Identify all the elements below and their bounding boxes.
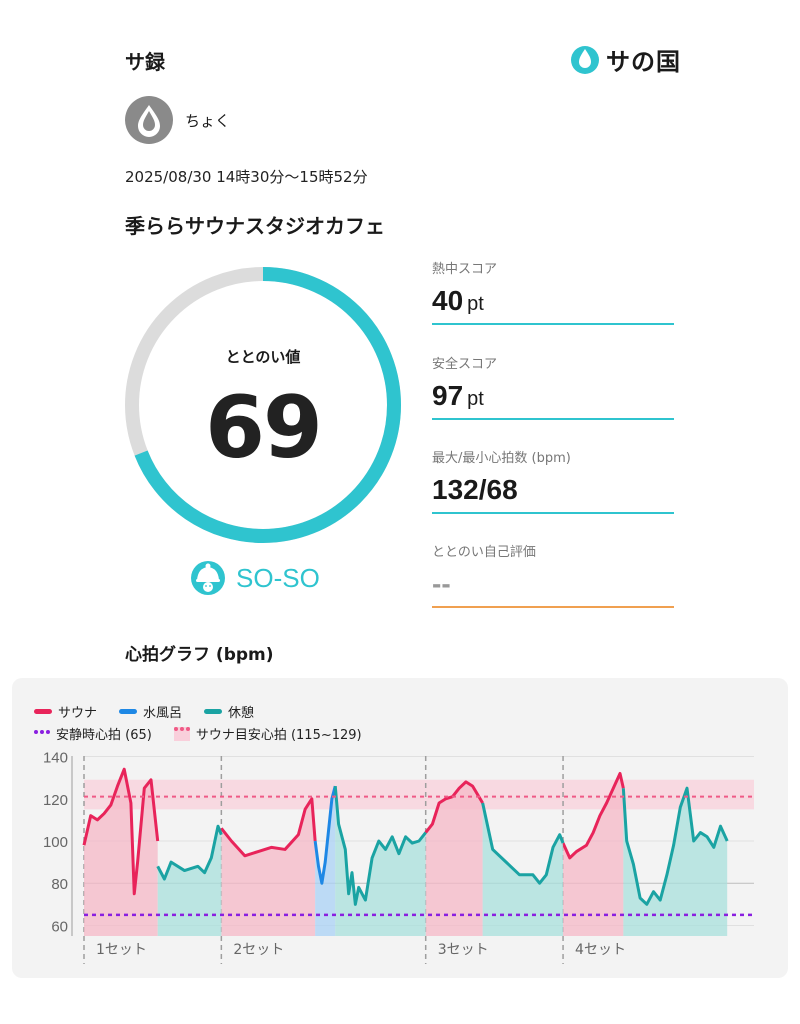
legend-cold-bath: 水風呂 (119, 702, 182, 721)
metric-value: 40 pt (432, 285, 484, 316)
phase-area (221, 798, 316, 936)
hr-series-line (333, 785, 427, 906)
metric-heat-score: 熱中スコア 40 pt (432, 258, 674, 325)
set-label: 2セット (233, 942, 284, 958)
metric-label: 安全スコア (432, 357, 498, 372)
water-drop-icon (571, 46, 599, 74)
metric-value: 132/68 (432, 474, 518, 505)
metric-label: 熱中スコア (432, 262, 498, 277)
status-text: SO-SO (236, 562, 320, 593)
metric-heart-rate: 最大/最小心拍数 (bpm) 132/68 (432, 447, 674, 514)
phase-area (623, 788, 728, 936)
metric-value: 97 pt (432, 380, 484, 411)
legend-target-hr: サウナ目安心拍 (115~129) (173, 724, 362, 743)
metric-underline (432, 512, 674, 514)
logo-text: サの国 (606, 47, 681, 76)
hr-series-line (82, 767, 160, 896)
phase-area (157, 826, 222, 936)
metric-value: -- (432, 568, 451, 599)
facility-name: 季ららサウナスタジオカフェ (125, 214, 385, 238)
set-label: 1セット (96, 942, 147, 958)
totonoi-value: 69 (205, 378, 323, 478)
hr-series-line (561, 771, 625, 860)
metric-underline (432, 323, 674, 325)
set-label: 4セット (575, 942, 626, 958)
y-tick-label: 140 (43, 750, 68, 767)
metric-underline (432, 418, 674, 420)
app-title: サ録 (125, 50, 165, 74)
water-drop-icon (138, 105, 160, 137)
metric-label: ととのい自己評価 (432, 545, 536, 560)
metric-self-rating[interactable]: ととのい自己評価 -- (432, 541, 674, 608)
session-datetime: 2025/08/30 14時30分〜15時52分 (125, 168, 368, 186)
legend-rest: 休憩 (204, 702, 254, 721)
legend-sauna: サウナ (34, 702, 97, 721)
metric-underline (432, 606, 674, 608)
y-tick-label: 60 (51, 918, 68, 935)
totonoi-label: ととのい値 (225, 348, 301, 366)
gauge-progress (125, 267, 401, 543)
hat-face-icon (191, 561, 225, 595)
legend-resting-hr: 安静時心拍 (65) (34, 724, 152, 743)
legend-row-2: 安静時心拍 (65) サウナ目安心拍 (115~129) (34, 724, 362, 743)
target-hr-band (84, 779, 754, 810)
totonoi-gauge (125, 267, 401, 543)
phase-area (425, 781, 483, 936)
phase-area (563, 773, 624, 936)
graph-title: 心拍グラフ (bpm) (125, 645, 274, 665)
brand-logo: サの国 (570, 42, 681, 76)
avatar[interactable] (125, 96, 173, 144)
metric-safety-score: 安全スコア 97 pt (432, 353, 674, 420)
phase-area (482, 803, 564, 936)
legend-row-1: サウナ 水風呂 休憩 (34, 702, 254, 721)
heart-rate-graph-panel: サウナ 水風呂 休憩 安静時心拍 (65) サウナ目安心拍 (115~129) … (12, 678, 788, 978)
hr-series-line (481, 802, 565, 885)
hr-series-line (156, 824, 223, 881)
hr-series-line (220, 797, 317, 858)
hr-series-line (621, 786, 729, 906)
y-tick-label: 100 (43, 834, 68, 851)
y-tick-label: 80 (51, 876, 68, 893)
metric-label: 最大/最小心拍数 (bpm) (432, 451, 571, 466)
heart-rate-chart: 60 80 100 120 140 1セット 2セット 3セット 4セット (43, 750, 754, 964)
user-name: ちょく (185, 112, 231, 130)
set-label: 3セット (438, 942, 489, 958)
status-badge: SO-SO (190, 560, 320, 596)
phase-area (84, 769, 158, 936)
y-tick-label: 120 (43, 792, 68, 809)
